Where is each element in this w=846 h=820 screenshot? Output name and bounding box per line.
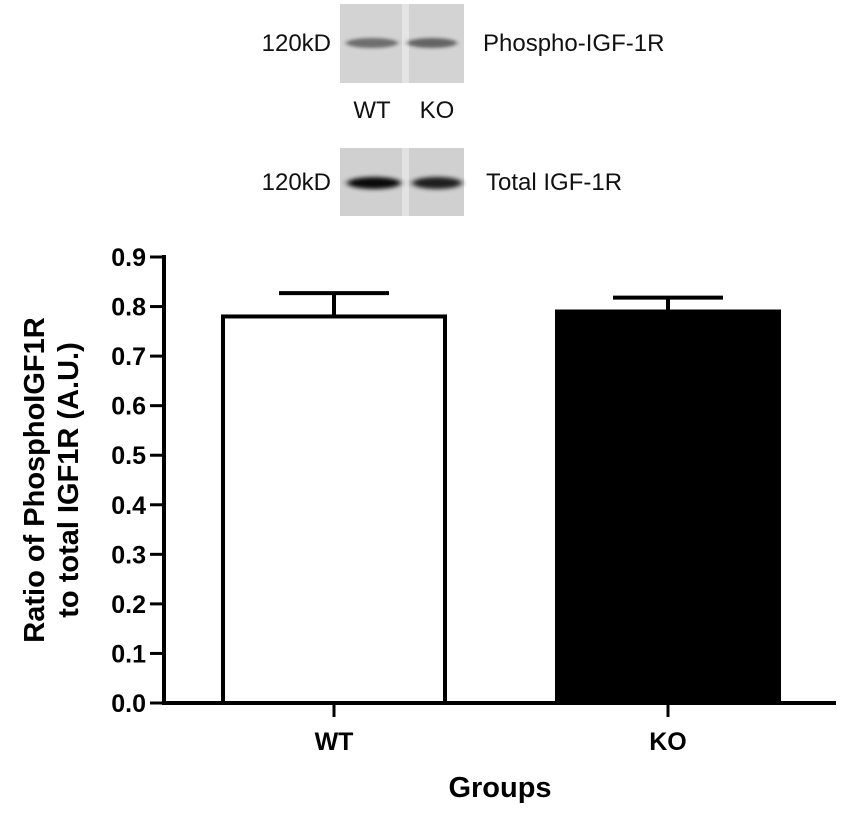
lane-label-ko: KO xyxy=(420,97,455,124)
bar-wt xyxy=(221,314,447,705)
phospho-blot-label: Phospho-IGF-1R xyxy=(483,30,664,57)
bars xyxy=(221,291,781,705)
phospho-blot: 120kD Phospho-IGF-1R xyxy=(262,4,664,83)
y-axis-title-line: Ratio of PhosphoIGF1R xyxy=(19,317,51,642)
y-tick-label: 0.9 xyxy=(111,244,146,272)
y-tick-label: 0.3 xyxy=(111,541,146,569)
y-tick-label: 0.1 xyxy=(111,640,146,668)
total-band-wt xyxy=(347,177,401,189)
y-tick-label: 0.6 xyxy=(111,393,146,421)
y-tick-label: 0.5 xyxy=(111,442,146,470)
x-tick-label: KO xyxy=(649,728,687,756)
x-tick-label: WT xyxy=(315,728,354,756)
phospho-blot-lane-gap xyxy=(402,4,409,83)
total-blot-lane-gap xyxy=(402,148,409,216)
phospho-band-wt xyxy=(346,38,398,48)
total-band-ko xyxy=(412,177,462,189)
y-tick-label: 0.7 xyxy=(111,343,146,371)
y-axis: 0.0 0.1 0.2 0.3 0.4 0.5 0.6 0.7 0.8 0.9 xyxy=(111,244,166,718)
total-size-marker: 120kD xyxy=(262,169,331,196)
phospho-size-marker: 120kD xyxy=(262,30,331,57)
y-tick-label: 0.0 xyxy=(111,690,146,718)
y-tick-label: 0.2 xyxy=(111,591,146,619)
bar-chart: 0.0 0.1 0.2 0.3 0.4 0.5 0.6 0.7 0.8 0.9 WT KO Rati… xyxy=(19,244,836,804)
x-axis: WT KO xyxy=(162,701,836,756)
total-blot-label: Total IGF-1R xyxy=(486,169,622,196)
y-tick-label: 0.8 xyxy=(111,294,146,322)
total-blot: 120kD Total IGF-1R xyxy=(262,148,622,216)
y-axis-title-line: to total IGF1R (A.U.) xyxy=(53,342,85,617)
lane-label-wt: WT xyxy=(353,97,391,124)
x-axis-title: Groups xyxy=(448,772,551,804)
y-axis-title: Ratio of PhosphoIGF1Rto total IGF1R (A.U… xyxy=(19,317,85,642)
phospho-band-ko xyxy=(407,38,457,48)
lane-labels: WT KO xyxy=(353,97,454,124)
bar-ko xyxy=(555,309,781,705)
y-tick-label: 0.4 xyxy=(111,492,146,520)
